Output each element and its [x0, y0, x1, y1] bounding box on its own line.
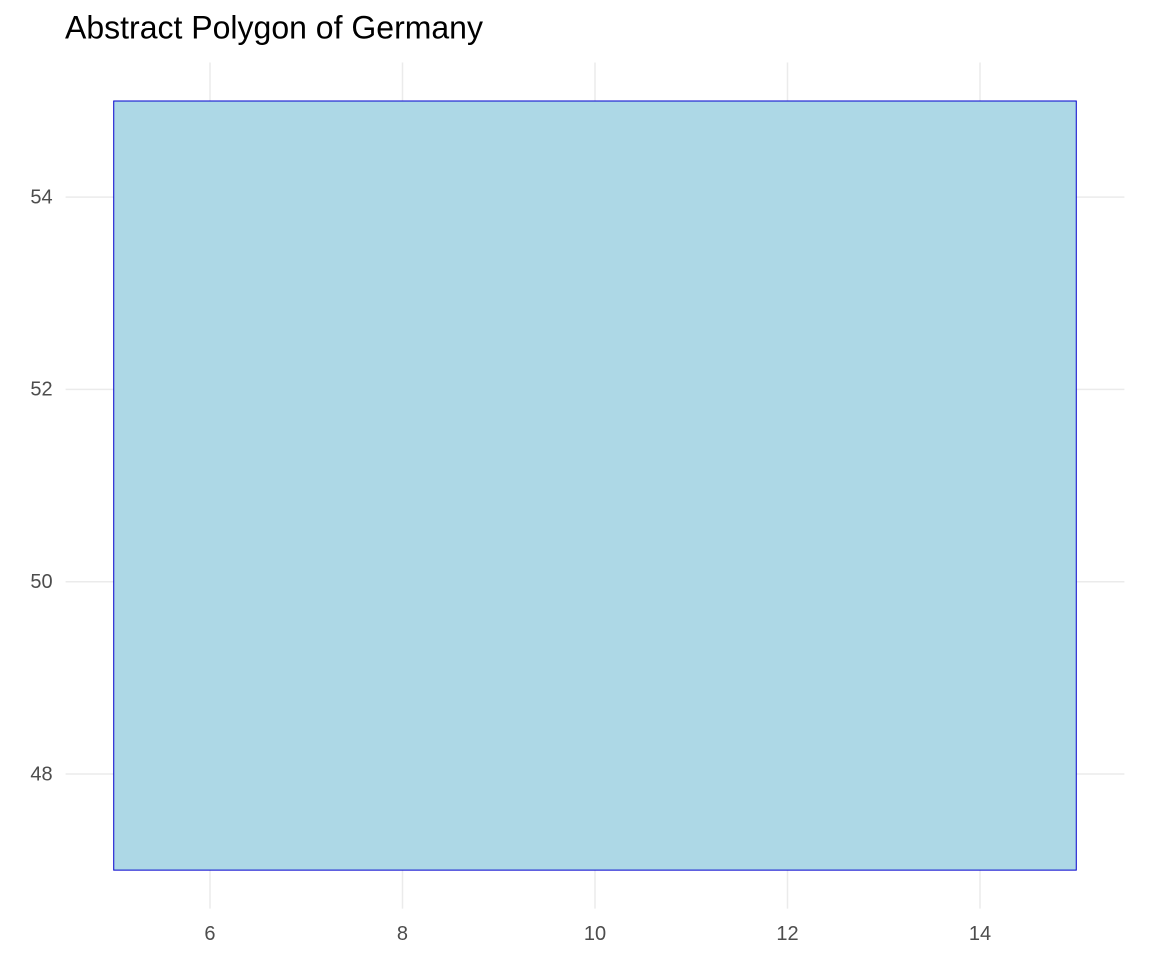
x-tick-label: 12: [776, 923, 798, 945]
y-tick-label: 52: [30, 379, 52, 401]
x-tick-label: 14: [969, 923, 991, 945]
y-tick-label: 50: [30, 571, 52, 593]
x-tick-label: 6: [204, 923, 215, 945]
y-tick-label: 48: [30, 763, 52, 785]
polygon: [113, 100, 1077, 871]
y-tick-label: 54: [30, 186, 52, 208]
x-tick-label: 10: [584, 923, 606, 945]
x-tick-label: 8: [397, 923, 408, 945]
chart-title: Abstract Polygon of Germany: [65, 9, 483, 45]
